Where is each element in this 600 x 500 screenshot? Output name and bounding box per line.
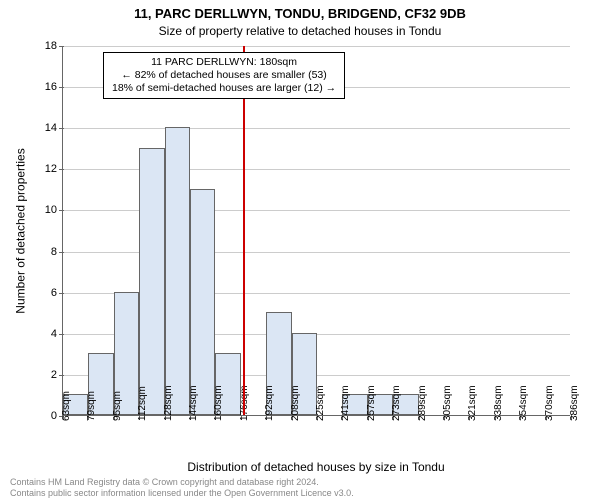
annotation-line: 11 PARC DERLLWYN: 180sqm bbox=[112, 56, 336, 69]
reference-line bbox=[243, 46, 245, 415]
x-tick-label: 370sqm bbox=[544, 385, 555, 421]
x-tick-label: 225sqm bbox=[315, 385, 326, 421]
x-tick-label: 63sqm bbox=[61, 391, 72, 421]
x-axis-label: Distribution of detached houses by size … bbox=[62, 460, 570, 474]
x-tick-label: 338sqm bbox=[493, 385, 504, 421]
x-tick-label: 305sqm bbox=[442, 385, 453, 421]
x-tick-label: 128sqm bbox=[163, 385, 174, 421]
histogram-bar bbox=[190, 189, 215, 415]
chart-container: 11, PARC DERLLWYN, TONDU, BRIDGEND, CF32… bbox=[0, 0, 600, 500]
annotation-line: ← 82% of detached houses are smaller (53… bbox=[112, 69, 336, 82]
gridline bbox=[63, 46, 570, 47]
annotation-line: 18% of semi-detached houses are larger (… bbox=[112, 82, 336, 95]
chart-subtitle: Size of property relative to detached ho… bbox=[0, 24, 600, 38]
histogram-bar bbox=[139, 148, 164, 415]
y-tick-label: 2 bbox=[51, 369, 63, 381]
x-tick-label: 289sqm bbox=[417, 385, 428, 421]
y-tick-label: 8 bbox=[51, 246, 63, 258]
y-tick-label: 10 bbox=[45, 204, 63, 216]
x-tick-label: 144sqm bbox=[188, 385, 199, 421]
plot-area: 02468101214161863sqm79sqm95sqm112sqm128s… bbox=[62, 46, 570, 416]
footer-line-1: Contains HM Land Registry data © Crown c… bbox=[10, 477, 354, 487]
chart-title: 11, PARC DERLLWYN, TONDU, BRIDGEND, CF32… bbox=[0, 6, 600, 21]
annotation-box: 11 PARC DERLLWYN: 180sqm← 82% of detache… bbox=[103, 52, 345, 99]
footer-line-2: Contains public sector information licen… bbox=[10, 488, 354, 498]
x-tick-label: 208sqm bbox=[290, 385, 301, 421]
y-tick-label: 16 bbox=[45, 81, 63, 93]
y-tick-label: 6 bbox=[51, 287, 63, 299]
gridline bbox=[63, 128, 570, 129]
x-tick-label: 79sqm bbox=[86, 391, 97, 421]
y-tick-label: 14 bbox=[45, 122, 63, 134]
x-tick-label: 273sqm bbox=[391, 385, 402, 421]
x-tick-label: 95sqm bbox=[112, 391, 123, 421]
x-tick-label: 112sqm bbox=[137, 386, 148, 421]
y-axis-label: Number of detached properties bbox=[14, 46, 28, 416]
x-tick-label: 192sqm bbox=[264, 385, 275, 421]
x-tick-label: 241sqm bbox=[340, 385, 351, 421]
y-tick-label: 4 bbox=[51, 328, 63, 340]
x-tick-label: 321sqm bbox=[467, 385, 478, 421]
x-tick-label: 354sqm bbox=[518, 385, 529, 421]
footer-attribution: Contains HM Land Registry data © Crown c… bbox=[10, 477, 354, 498]
y-tick-label: 12 bbox=[45, 163, 63, 175]
histogram-bar bbox=[165, 127, 190, 415]
y-tick-label: 18 bbox=[45, 40, 63, 52]
x-tick-label: 257sqm bbox=[366, 385, 377, 421]
x-tick-label: 160sqm bbox=[213, 385, 224, 421]
x-tick-label: 386sqm bbox=[569, 385, 580, 421]
